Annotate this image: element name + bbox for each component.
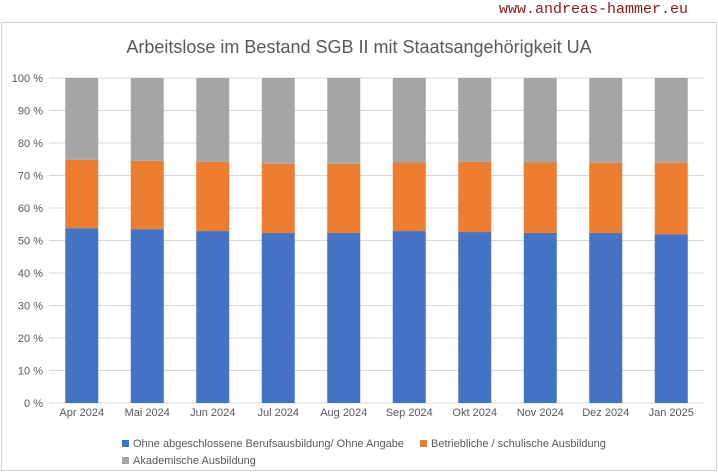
bar-segment-2: [196, 78, 230, 162]
bar-segment-0: [589, 233, 623, 403]
x-tick-label: Nov 2024: [517, 407, 564, 419]
bar-segment-1: [654, 162, 688, 235]
x-tick-label: Jul 2024: [257, 407, 299, 419]
bar-segment-2: [65, 78, 99, 160]
y-tick-label: 40 %: [18, 268, 43, 280]
legend-label: Betriebliche / schulische Ausbildung: [431, 438, 606, 450]
y-tick-label: 80 %: [18, 138, 43, 150]
bar-segment-0: [196, 231, 230, 403]
bar-segment-2: [589, 78, 623, 163]
legend-swatch: [122, 440, 129, 447]
bar-segment-1: [65, 159, 99, 229]
legend-label: Ohne abgeschlossene Berufsausbildung/ Oh…: [133, 438, 404, 450]
x-tick-label: Dez 2024: [582, 407, 629, 419]
bar-segment-1: [392, 162, 426, 232]
y-tick-label: 90 %: [18, 106, 43, 118]
bar-segment-2: [130, 78, 164, 161]
bar-segment-1: [130, 160, 164, 230]
bar-segment-2: [392, 78, 426, 163]
legend-label: Akademische Ausbildung: [133, 455, 256, 467]
y-tick-label: 50 %: [18, 236, 43, 248]
bar-segment-2: [261, 78, 295, 164]
y-tick-label: 100 %: [12, 73, 43, 85]
y-tick-label: 0 %: [24, 398, 43, 410]
bar-segment-0: [65, 228, 99, 403]
watermark[interactable]: www.andreas-hammer.eu: [498, 1, 688, 18]
x-tick-label: Jun 2024: [190, 407, 235, 419]
y-tick-label: 60 %: [18, 203, 43, 215]
x-tick-label: Apr 2024: [59, 407, 104, 419]
bar-segment-2: [523, 78, 557, 163]
bar-segment-0: [654, 234, 688, 403]
y-tick-label: 30 %: [18, 301, 43, 313]
legend-swatch: [420, 440, 427, 447]
y-tick-label: 10 %: [18, 366, 43, 378]
bar-segment-0: [327, 233, 361, 403]
bar-segment-0: [458, 232, 492, 403]
bar-segment-1: [523, 162, 557, 234]
x-tick-label: Okt 2024: [452, 407, 497, 419]
legend-swatch: [122, 457, 129, 464]
bar-segment-1: [196, 161, 230, 232]
bar-segment-0: [130, 229, 164, 403]
y-tick-label: 70 %: [18, 171, 43, 183]
x-tick-label: Mai 2024: [125, 407, 170, 419]
bar-segment-2: [654, 78, 688, 163]
chart-frame: [1, 22, 717, 471]
bar-segment-1: [589, 162, 623, 234]
chart-title: Arbeitslose im Bestand SGB II mit Staats…: [126, 37, 591, 57]
bar-segment-1: [261, 163, 295, 234]
bar-segment-2: [327, 78, 361, 164]
bar-segment-0: [261, 233, 295, 403]
x-tick-label: Jan 2025: [649, 407, 694, 419]
bar-segment-1: [458, 161, 492, 233]
y-tick-label: 20 %: [18, 333, 43, 345]
x-tick-label: Sep 2024: [386, 407, 433, 419]
bar-segment-0: [523, 233, 557, 403]
bar-segment-0: [392, 231, 426, 403]
x-tick-label: Aug 2024: [320, 407, 367, 419]
bar-segment-1: [327, 163, 361, 234]
bar-segment-2: [458, 78, 492, 162]
